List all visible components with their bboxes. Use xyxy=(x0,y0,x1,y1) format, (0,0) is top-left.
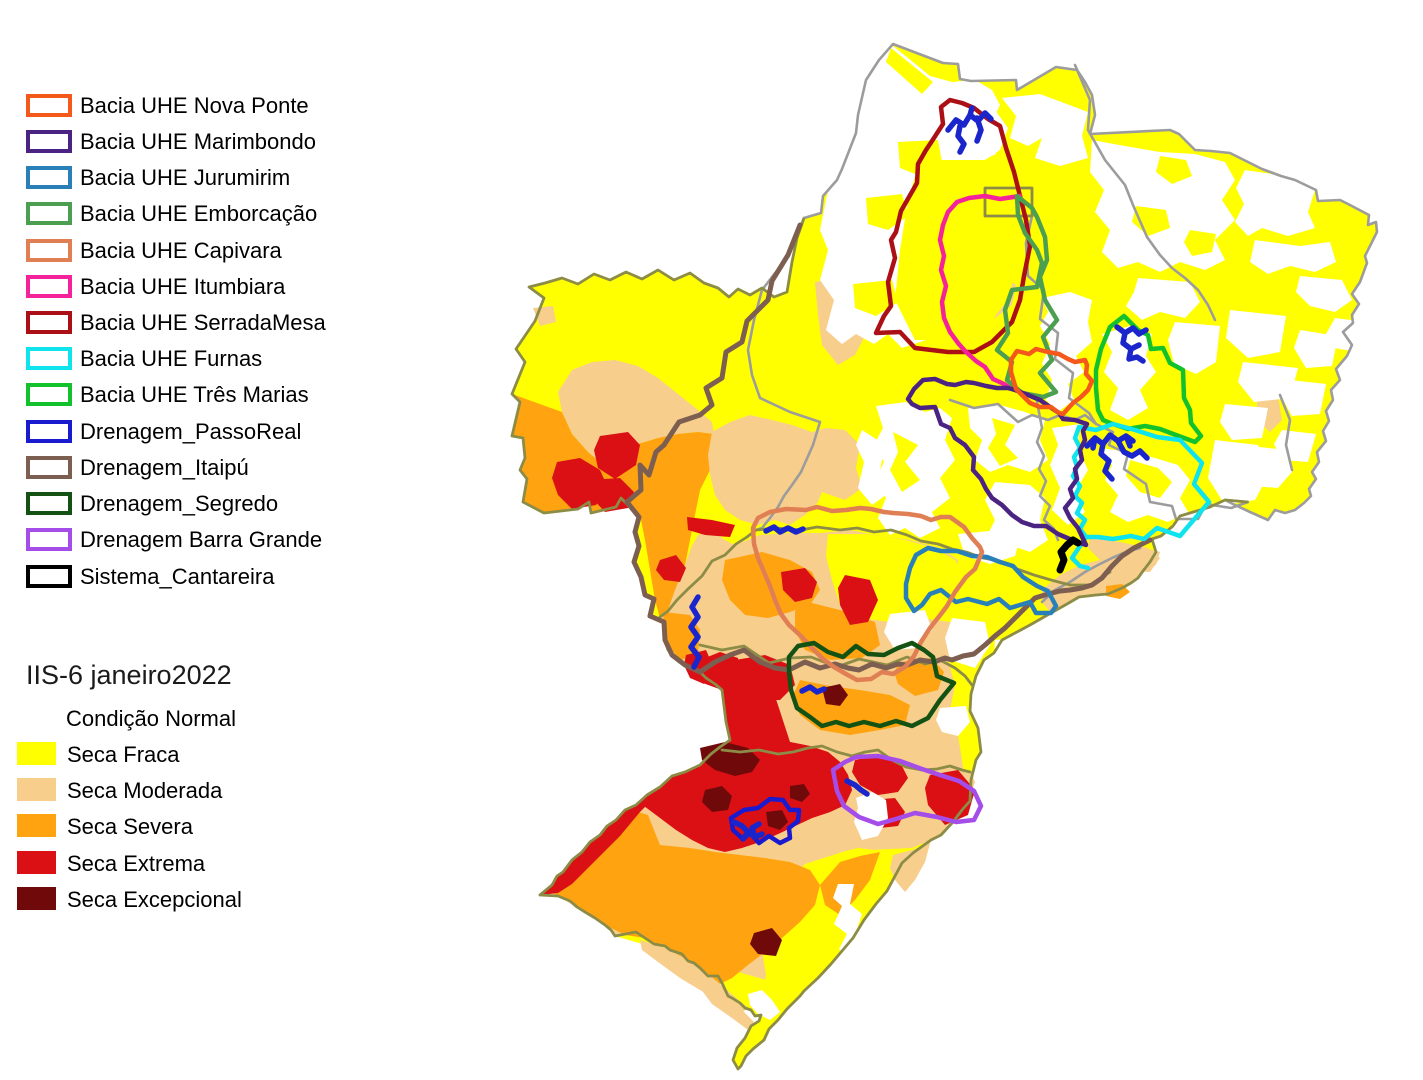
svg-text:Bacia UHE SerradaMesa: Bacia UHE SerradaMesa xyxy=(80,310,327,335)
svg-text:Bacia UHE Capivara: Bacia UHE Capivara xyxy=(80,238,283,263)
svg-text:Drenagem_Itaipú: Drenagem_Itaipú xyxy=(80,455,249,480)
svg-text:Seca Extrema: Seca Extrema xyxy=(67,851,206,876)
svg-text:Bacia UHE Nova Ponte: Bacia UHE Nova Ponte xyxy=(80,93,309,118)
svg-text:IIS-6 janeiro2022: IIS-6 janeiro2022 xyxy=(26,660,232,690)
svg-text:Bacia UHE Marimbondo: Bacia UHE Marimbondo xyxy=(80,129,316,154)
svg-text:Seca Severa: Seca Severa xyxy=(67,814,194,839)
svg-text:Seca Moderada: Seca Moderada xyxy=(67,778,223,803)
svg-text:Bacia UHE Itumbiara: Bacia UHE Itumbiara xyxy=(80,274,286,299)
svg-text:Drenagem Barra Grande: Drenagem Barra Grande xyxy=(80,527,322,552)
svg-text:Bacia UHE Emborcação: Bacia UHE Emborcação xyxy=(80,201,317,226)
svg-text:Seca Fraca: Seca Fraca xyxy=(67,742,180,767)
svg-text:Drenagem_PassoReal: Drenagem_PassoReal xyxy=(80,419,301,444)
svg-text:Bacia UHE Furnas: Bacia UHE Furnas xyxy=(80,346,262,371)
svg-text:Seca Excepcional: Seca Excepcional xyxy=(67,887,242,912)
svg-text:Bacia UHE Três Marias: Bacia UHE Três Marias xyxy=(80,382,309,407)
svg-text:Sistema_Cantareira: Sistema_Cantareira xyxy=(80,564,275,589)
svg-text:Drenagem_Segredo: Drenagem_Segredo xyxy=(80,491,278,516)
svg-text:Condição Normal: Condição Normal xyxy=(66,706,236,731)
svg-text:Bacia UHE Jurumirim: Bacia UHE Jurumirim xyxy=(80,165,290,190)
